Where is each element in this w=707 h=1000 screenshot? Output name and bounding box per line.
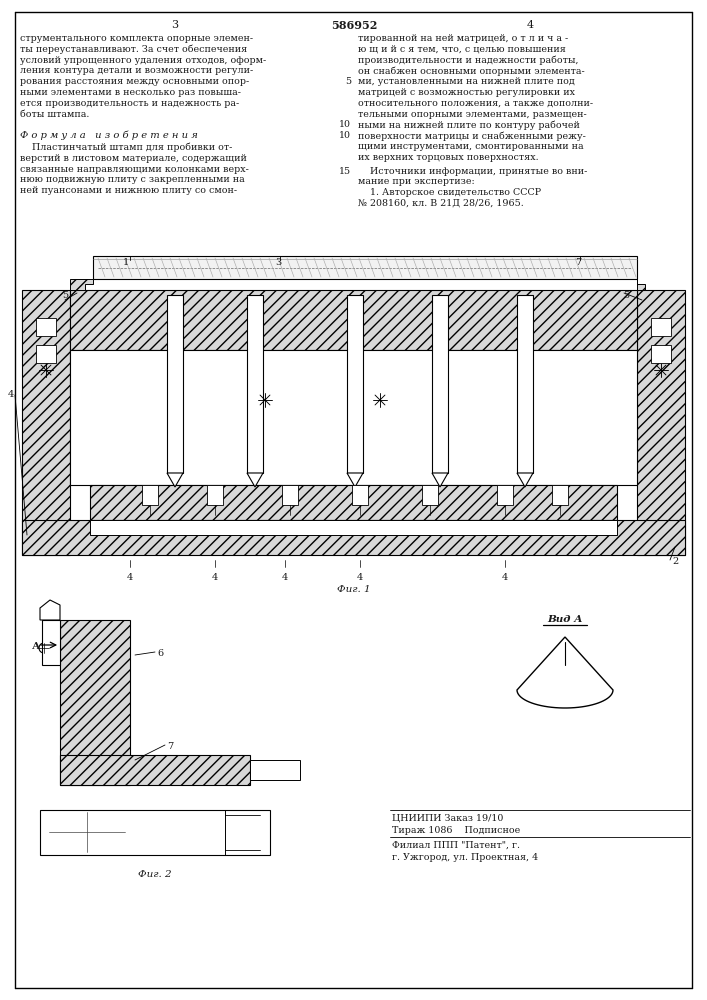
Text: ется производительность и надежность ра-: ется производительность и надежность ра- <box>20 99 239 108</box>
Bar <box>282 485 298 505</box>
Text: ными на нижней плите по контуру рабочей: ными на нижней плите по контуру рабочей <box>358 120 580 130</box>
Text: 4: 4 <box>527 20 534 30</box>
Text: ты переустанавливают. За счет обеспечения: ты переустанавливают. За счет обеспечени… <box>20 45 247 54</box>
Text: 4: 4 <box>282 573 288 582</box>
Polygon shape <box>247 473 263 487</box>
Text: 5: 5 <box>345 77 351 86</box>
Text: 15: 15 <box>339 167 351 176</box>
Text: 3: 3 <box>171 20 179 30</box>
Bar <box>40 810 270 855</box>
Text: 3: 3 <box>275 258 281 267</box>
Text: условий упрощенного удаления отходов, оформ-: условий упрощенного удаления отходов, оф… <box>20 56 267 65</box>
Bar <box>422 485 438 505</box>
Bar <box>552 485 568 505</box>
Text: ными элементами в несколько раз повыша-: ными элементами в несколько раз повыша- <box>20 88 241 97</box>
Text: 1: 1 <box>123 258 129 267</box>
Bar <box>60 755 250 785</box>
Bar <box>347 295 363 473</box>
Bar <box>517 295 533 473</box>
Ellipse shape <box>54 817 119 847</box>
Text: 4: 4 <box>212 573 218 582</box>
Bar <box>70 350 637 485</box>
Polygon shape <box>40 600 60 620</box>
Text: 6: 6 <box>157 649 163 658</box>
Text: их верхних торцовых поверхностях.: их верхних торцовых поверхностях. <box>358 153 539 162</box>
Polygon shape <box>637 279 645 290</box>
Text: г. Ужгород, ул. Проектная, 4: г. Ужгород, ул. Проектная, 4 <box>392 853 538 862</box>
Bar <box>60 620 130 785</box>
Text: Фиг. 1: Фиг. 1 <box>337 585 370 594</box>
Text: 2: 2 <box>672 557 678 566</box>
Bar <box>22 520 685 555</box>
Text: 586952: 586952 <box>331 20 378 31</box>
Text: матрицей с возможностью регулировки их: матрицей с возможностью регулировки их <box>358 88 575 97</box>
Polygon shape <box>347 473 363 487</box>
Polygon shape <box>167 473 183 487</box>
Text: 7: 7 <box>575 258 581 267</box>
Bar <box>352 485 368 505</box>
Text: связанные направляющими колонками верх-: связанные направляющими колонками верх- <box>20 165 249 174</box>
Text: мание при экспертизе:: мание при экспертизе: <box>358 177 474 186</box>
Text: 10: 10 <box>339 120 351 129</box>
Text: № 208160, кл. В 21Д 28/26, 1965.: № 208160, кл. В 21Д 28/26, 1965. <box>358 199 524 208</box>
Circle shape <box>39 643 49 653</box>
Text: поверхности матрицы и снабженными режу-: поверхности матрицы и снабженными режу- <box>358 131 586 141</box>
Text: ми, установленными на нижней плите под: ми, установленными на нижней плите под <box>358 77 575 86</box>
Text: нюю подвижную плиту с закрепленными на: нюю подвижную плиту с закрепленными на <box>20 175 245 184</box>
Text: производительности и надежности работы,: производительности и надежности работы, <box>358 56 578 65</box>
Text: рования расстояния между основными опор-: рования расстояния между основными опор- <box>20 77 250 86</box>
Bar <box>167 295 183 473</box>
Text: ю щ и й с я тем, что, с целью повышения: ю щ и й с я тем, что, с целью повышения <box>358 45 566 54</box>
Text: Фиг. 2: Фиг. 2 <box>138 870 172 879</box>
Bar <box>247 295 263 473</box>
Bar <box>142 485 158 505</box>
Polygon shape <box>637 290 685 555</box>
Bar <box>36 345 56 363</box>
Bar <box>90 520 617 535</box>
Text: 1. Авторское свидетельство СССР: 1. Авторское свидетельство СССР <box>358 188 541 197</box>
Text: Тираж 1086    Подписное: Тираж 1086 Подписное <box>392 826 520 835</box>
Bar <box>90 485 617 520</box>
Text: 4: 4 <box>502 573 508 582</box>
Text: А: А <box>32 642 40 651</box>
Bar <box>432 295 448 473</box>
Bar <box>93 256 637 279</box>
Text: Ф о р м у л а   и з о б р е т е н и я: Ф о р м у л а и з о б р е т е н и я <box>20 130 198 139</box>
Text: ЦНИИПИ Заказ 19/10: ЦНИИПИ Заказ 19/10 <box>392 814 503 823</box>
Text: 4: 4 <box>127 573 133 582</box>
Text: щими инструментами, смонтированными на: щими инструментами, смонтированными на <box>358 142 583 151</box>
Text: ления контура детали и возможности регули-: ления контура детали и возможности регул… <box>20 66 253 75</box>
Bar <box>651 318 671 336</box>
Text: ней пуансонами и нижнюю плиту со смон-: ней пуансонами и нижнюю плиту со смон- <box>20 186 237 195</box>
Polygon shape <box>432 473 448 487</box>
Bar <box>70 290 637 350</box>
Bar <box>36 318 56 336</box>
Bar <box>250 760 300 780</box>
Bar <box>207 485 223 505</box>
Text: 10: 10 <box>339 131 351 140</box>
Text: боты штампа.: боты штампа. <box>20 110 89 119</box>
Text: тированной на ней матрицей, о т л и ч а -: тированной на ней матрицей, о т л и ч а … <box>358 34 568 43</box>
Text: 4: 4 <box>8 390 14 399</box>
Polygon shape <box>70 279 93 290</box>
Text: 5: 5 <box>62 291 68 300</box>
Text: Источники информации, принятые во вни-: Источники информации, принятые во вни- <box>358 167 588 176</box>
Text: Филиал ППП "Патент", г.: Филиал ППП "Патент", г. <box>392 841 520 850</box>
Text: 4: 4 <box>357 573 363 582</box>
Text: верстий в листовом материале, содержащий: верстий в листовом материале, содержащий <box>20 154 247 163</box>
Text: Пластинчатый штамп для пробивки от-: Пластинчатый штамп для пробивки от- <box>20 143 233 152</box>
Polygon shape <box>517 637 613 708</box>
Text: тельными опорными элементами, размещен-: тельными опорными элементами, размещен- <box>358 110 587 119</box>
Text: 5: 5 <box>623 291 629 300</box>
Text: струментального комплекта опорные элемен-: струментального комплекта опорные элемен… <box>20 34 253 43</box>
Text: относительного положения, а также дополни-: относительного положения, а также дополн… <box>358 99 593 108</box>
Polygon shape <box>22 290 70 555</box>
Bar <box>497 485 513 505</box>
Bar <box>42 620 60 665</box>
Text: он снабжен основными опорными элемента-: он снабжен основными опорными элемента- <box>358 66 585 76</box>
Text: 7: 7 <box>167 742 173 751</box>
Polygon shape <box>517 473 533 487</box>
Text: Вид А: Вид А <box>547 615 583 624</box>
Bar <box>651 345 671 363</box>
